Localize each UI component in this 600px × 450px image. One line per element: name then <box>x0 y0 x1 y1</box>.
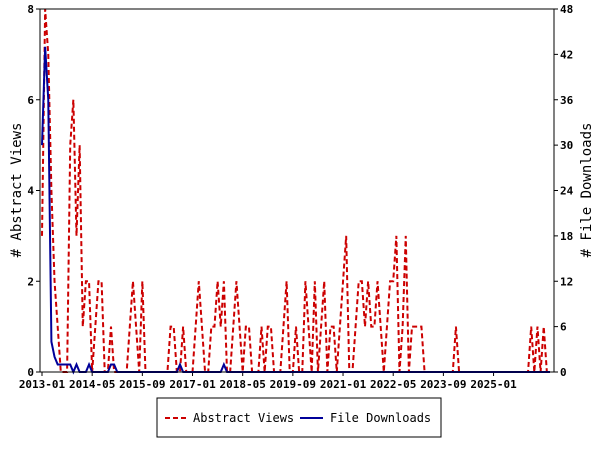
left-tick-label: 4 <box>27 185 34 198</box>
legend: Abstract Views File Downloads <box>156 397 442 438</box>
left-tick-label: 8 <box>27 3 34 16</box>
right-tick-label: 0 <box>560 366 567 379</box>
x-axis-ticks: 2013-01 2014-05 2015-09 2017-01 2018-05 2019-… <box>19 372 517 391</box>
left-tick-label: 0 <box>27 366 34 379</box>
right-tick-label: 18 <box>560 230 573 243</box>
x-tick-label: 2018-05 <box>220 378 266 391</box>
left-axis-title: # Abstract Views <box>9 123 25 258</box>
x-tick-label: 2017-01 <box>169 378 216 391</box>
series-file-downloads-line <box>41 46 550 375</box>
x-tick-label: 2013-01 <box>19 378 66 391</box>
right-tick-label: 42 <box>560 48 573 61</box>
right-tick-label: 6 <box>560 321 567 334</box>
x-tick-label: 2021-01 <box>320 378 367 391</box>
plot-frame <box>39 8 555 373</box>
right-tick-label: 30 <box>560 139 573 152</box>
right-tick-label: 36 <box>560 94 574 107</box>
right-axis-ticks: 0 6 12 18 24 30 36 42 48 <box>554 3 574 379</box>
right-tick-label: 48 <box>560 3 573 16</box>
legend-box <box>156 397 442 438</box>
legend-label-file-downloads: File Downloads <box>330 411 431 425</box>
legend-label-abstract-views: Abstract Views <box>193 411 294 425</box>
series-layer <box>41 8 550 375</box>
series-abstract-views-line <box>41 8 550 373</box>
right-tick-label: 12 <box>560 275 573 288</box>
x-tick-label: 2014-05 <box>69 378 115 391</box>
right-axis-title: # File Downloads <box>579 123 595 258</box>
right-tick-label: 24 <box>560 185 574 198</box>
x-tick-label: 2015-09 <box>119 378 165 391</box>
left-tick-label: 2 <box>27 275 34 288</box>
left-axis-ticks: 0 2 4 6 8 <box>27 3 40 379</box>
left-tick-label: 6 <box>27 94 34 107</box>
x-tick-label: 2025-01 <box>470 378 517 391</box>
x-tick-label: 2019-09 <box>270 378 316 391</box>
x-tick-label: 2023-09 <box>420 378 466 391</box>
x-tick-label: 2022-05 <box>370 378 416 391</box>
